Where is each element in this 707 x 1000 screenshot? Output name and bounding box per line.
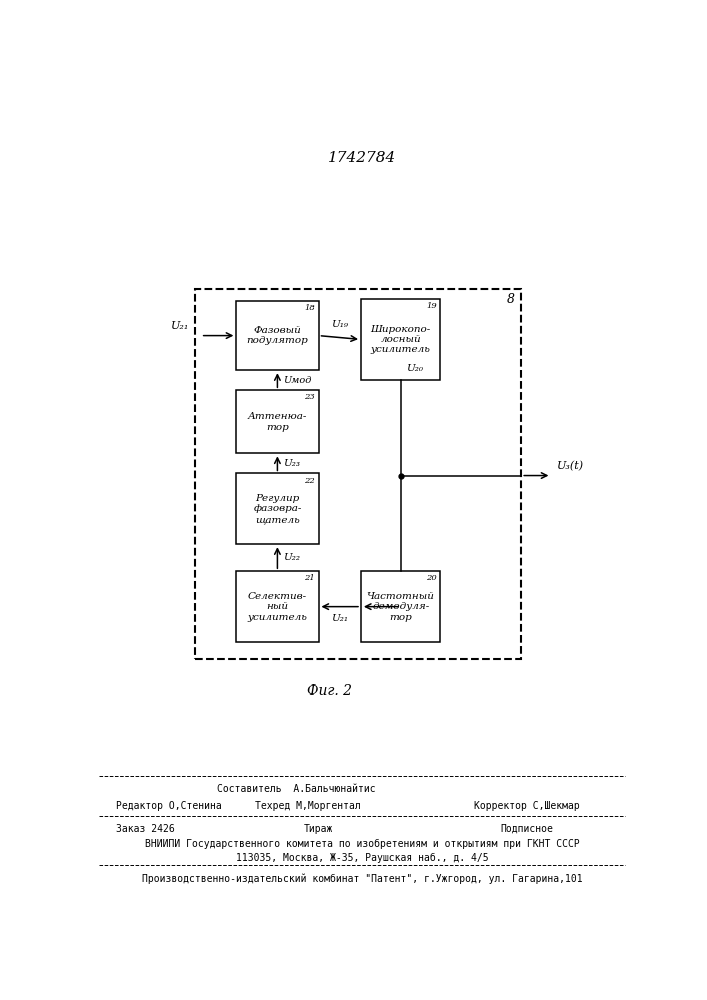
Text: Uмод: Uмод [283,376,311,385]
Text: 20: 20 [426,574,437,582]
Bar [236,473,319,544]
Text: U₃(t): U₃(t) [557,461,584,472]
Text: Подписное: Подписное [501,824,553,834]
Text: ВНИИПИ Государственного комитета по изобретениям и открытиям при ГКНТ СССР: ВНИИПИ Государственного комитета по изоб… [145,839,580,849]
Bar [236,301,319,370]
Bar [361,299,440,380]
Text: Частотный
демодуля-
тор: Частотный демодуля- тор [367,592,435,622]
Text: Редактор О,Стенина: Редактор О,Стенина [116,801,221,811]
Text: 19: 19 [426,302,437,310]
Text: Широкопо-
лосный
усилитель: Широкопо- лосный усилитель [370,325,431,354]
Text: U₂₂: U₂₂ [283,553,300,562]
Text: Фазовый
подулятор: Фазовый подулятор [247,326,308,345]
Text: 113035, Москва, Ж-35, Раушская наб., д. 4/5: 113035, Москва, Ж-35, Раушская наб., д. … [236,853,489,863]
Text: U₂₀: U₂₀ [407,364,423,373]
Text: U₂₁: U₂₁ [171,321,189,331]
Bar [236,571,319,642]
Bar [361,571,440,642]
Text: U₂₁: U₂₁ [332,614,349,623]
Text: 23: 23 [305,393,315,401]
Bar [195,289,521,659]
Text: Корректор С,Шекмар: Корректор С,Шекмар [474,801,580,811]
Text: Техред М,Моргентал: Техред М,Моргентал [255,801,361,811]
Text: Производственно-издательский комбинат "Патент", г.Ужгород, ул. Гагарина,101: Производственно-издательский комбинат "П… [142,873,583,884]
Text: 1742784: 1742784 [328,151,397,165]
Text: U₂₃: U₂₃ [283,459,300,468]
Text: Аттенюа-
тор: Аттенюа- тор [247,412,307,432]
Text: Селектив-
ный
усилитель: Селектив- ный усилитель [247,592,308,622]
Text: Фиг. 2: Фиг. 2 [307,684,352,698]
Text: Составитель  А.Бальчюнайтис: Составитель А.Бальчюнайтис [217,784,376,794]
Text: Тираж: Тираж [304,824,333,834]
Text: Регулир
фазовра-
щатель: Регулир фазовра- щатель [253,494,302,524]
Text: 21: 21 [305,574,315,582]
Text: 18: 18 [305,304,315,312]
Text: 22: 22 [305,477,315,485]
Text: Заказ 2426: Заказ 2426 [116,824,175,834]
Bar [236,390,319,453]
Text: U₁₉: U₁₉ [332,320,349,329]
Text: 8: 8 [507,293,515,306]
